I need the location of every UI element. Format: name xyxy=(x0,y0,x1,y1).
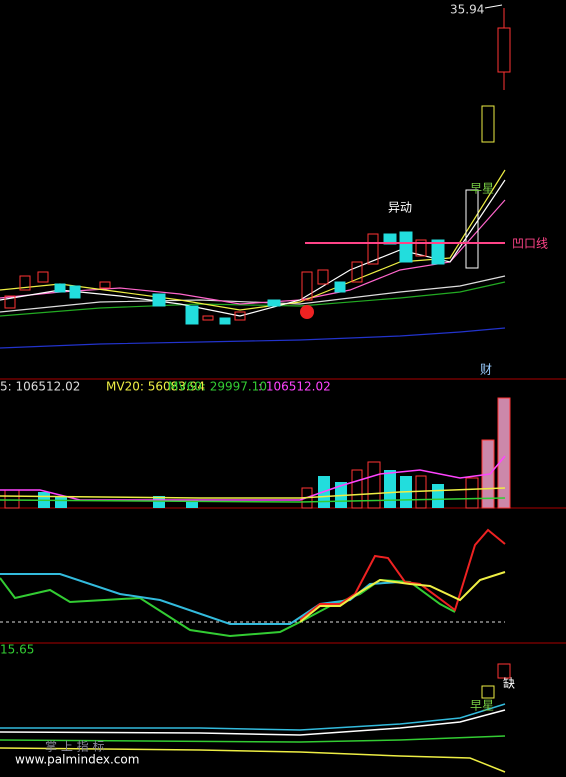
signal-ball xyxy=(300,305,314,319)
lower-lines xyxy=(0,703,506,773)
high-price: 35.94 xyxy=(450,3,484,17)
volume-legend: 5: 106512.02 xyxy=(0,380,80,394)
annotation: 凹口线 xyxy=(512,237,548,251)
indicator-lines xyxy=(0,528,506,638)
price-pointer xyxy=(484,4,503,9)
volume-legend: MV60: 29997.10 xyxy=(168,380,267,394)
volume-legend: : 106512.02 xyxy=(258,380,331,394)
annotation: 早星 xyxy=(470,182,494,196)
lower-price: 15.65 xyxy=(0,643,34,657)
annotation: 早星 xyxy=(470,699,494,713)
volume-legend: MV20: 56083.94 xyxy=(106,380,205,394)
annotation: 缺 xyxy=(503,676,515,691)
watermark: www.palmindex.com xyxy=(15,753,139,767)
candle xyxy=(481,685,495,699)
faint-label: 掌 上 指 标 xyxy=(45,739,104,754)
annotation: 财 xyxy=(480,363,492,377)
volume-ma-lines xyxy=(0,455,506,503)
annotation: 异动 xyxy=(388,201,412,215)
candle xyxy=(497,663,511,679)
main-candles xyxy=(4,8,511,325)
